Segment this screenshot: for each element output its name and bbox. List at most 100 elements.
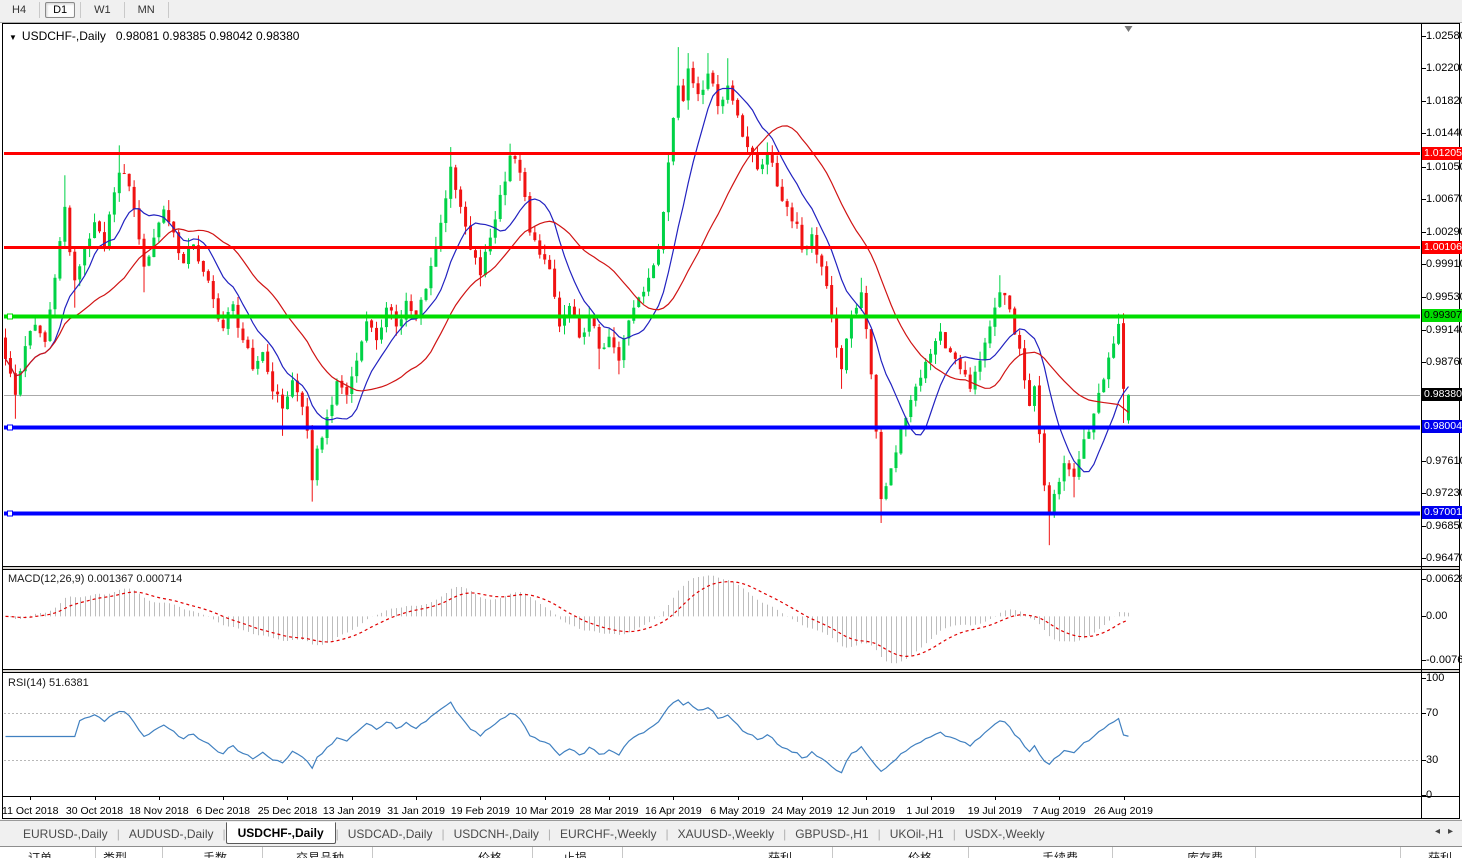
chart-window: ▼ USDCHF-,Daily 0.98081 0.98385 0.98042 0.… [0, 23, 1462, 819]
terminal-column-header[interactable]: 价格 [477, 851, 503, 858]
timeframe-button-mn[interactable]: MN [137, 4, 155, 16]
price-tick-label: 0.96470 [1426, 552, 1462, 564]
chart-canvas[interactable] [0, 23, 1462, 819]
price-tick-label: 1.00290 [1426, 225, 1462, 238]
rsi-axis-label: 70 [1426, 707, 1439, 720]
tab-separator: | [783, 826, 787, 841]
price-tick-label: 1.01820 [1426, 94, 1462, 107]
date-tick-label: 18 Nov 2018 [129, 805, 189, 817]
toolbar-separator [80, 2, 82, 18]
toolbar-separator [39, 2, 41, 18]
tab-separator: | [116, 826, 120, 841]
terminal-column-separator [832, 847, 833, 858]
chart-tab-eurchf-weekly[interactable]: EURCHF-,Weekly [560, 826, 657, 841]
terminal-column-separator [162, 847, 163, 858]
price-tick-label: 0.99530 [1426, 290, 1462, 303]
price-tick-label: 0.98760 [1426, 356, 1462, 369]
tab-scroll-left-icon[interactable]: ◂ [1434, 826, 1440, 837]
terminal-header-row: 订单 类型 手数 交易品种 价格 止损 获利 价格 手续费 库存费 获利 [0, 846, 1462, 858]
tab-separator: | [877, 826, 881, 841]
level-price-badge: 0.97001 [1422, 506, 1462, 520]
ohlc-values: 0.98081 0.98385 0.98042 0.98380 [115, 29, 300, 43]
chart-tab-usdx-weekly[interactable]: USDX-,Weekly [964, 826, 1045, 841]
chart-tab-usdcad-daily[interactable]: USDCAD-,Daily [347, 826, 433, 841]
macd-values: 0.001367 0.000714 [87, 573, 183, 585]
macd-axis-label: 0.00 [1426, 610, 1448, 623]
terminal-column-separator [262, 847, 263, 858]
chart-tab-eurusd-daily[interactable]: EURUSD-,Daily [23, 826, 108, 841]
macd-axis-label: -0.00762 [1426, 654, 1462, 666]
price-tick-label: 1.02580 [1426, 30, 1462, 42]
price-tick-label: 1.00670 [1426, 193, 1462, 206]
terminal-column-separator [372, 847, 373, 858]
date-tick-label: 19 Feb 2019 [450, 805, 510, 817]
chart-tab-bar: EURUSD-,Daily | AUDUSD-,Daily | USDCHF-,Dail… [0, 820, 1462, 846]
date-tick-label: 16 Apr 2019 [645, 805, 702, 817]
price-tick-label: 0.97610 [1426, 454, 1462, 467]
timeframe-button-w1[interactable]: W1 [94, 4, 111, 16]
chart-tab-xauusd-weekly[interactable]: XAUUSD-,Weekly [677, 826, 775, 841]
tab-separator: | [222, 826, 226, 841]
tab-separator: | [335, 826, 339, 841]
chart-tab-usdcnh-daily[interactable]: USDCNH-,Daily [453, 826, 539, 841]
macd-axis-label: 0.006286 [1426, 573, 1462, 585]
rsi-axis-label: 0 [1426, 789, 1433, 801]
terminal-column-header[interactable]: 交易品种 [295, 851, 345, 858]
price-tick-label: 0.97230 [1426, 487, 1462, 500]
date-tick-label: 26 Aug 2019 [1094, 805, 1154, 817]
price-tick-label: 0.96850 [1426, 519, 1462, 532]
level-price-badge: 0.99307 [1422, 309, 1462, 323]
tab-scroll-right-icon[interactable]: ▸ [1447, 826, 1453, 837]
terminal-column-header[interactable]: 手续费 [1041, 851, 1079, 858]
chart-tab-usdchf-daily[interactable]: USDCHF-,Daily [225, 822, 336, 844]
chart-tab-gbpusd-h1[interactable]: GBPUSD-,H1 [795, 826, 869, 841]
terminal-column-separator [1400, 847, 1401, 858]
date-tick-label: 24 May 2019 [771, 805, 833, 817]
terminal-column-header[interactable]: 订单 [27, 851, 53, 858]
terminal-column-header[interactable]: 手数 [202, 851, 228, 858]
terminal-column-header[interactable]: 获利 [767, 851, 793, 858]
date-tick-label: 6 May 2019 [710, 805, 766, 817]
terminal-column-header[interactable]: 获利 [1427, 851, 1453, 858]
tab-separator: | [952, 826, 956, 841]
terminal-column-separator [95, 847, 96, 858]
tab-separator: | [547, 826, 552, 841]
rsi-indicator-label: RSI(14) 51.6381 [8, 677, 89, 689]
terminal-column-separator [532, 847, 533, 858]
timeframe-toolbar: H4 D1 W1 MN [0, 0, 1462, 23]
price-tick-label: 1.01050 [1426, 160, 1462, 173]
rsi-axis-label: 30 [1426, 753, 1439, 766]
level-price-badge: 1.01205 [1422, 146, 1462, 160]
date-tick-label: 1 Jul 2019 [906, 805, 955, 817]
chart-title: ▼ USDCHF-,Daily 0.98081 0.98385 0.98042 0.… [9, 29, 299, 43]
terminal-column-header[interactable]: 价格 [907, 851, 933, 858]
macd-name: MACD(12,26,9) [8, 573, 85, 585]
date-tick-label: 28 Mar 2019 [579, 805, 639, 817]
toolbar-separator [123, 2, 125, 18]
chart-tab-audusd-daily[interactable]: AUDUSD-,Daily [128, 826, 214, 841]
date-tick-label: 10 Mar 2019 [515, 805, 575, 817]
date-tick-label: 7 Aug 2019 [1032, 805, 1086, 817]
timeframe-button-h4[interactable]: H4 [12, 4, 27, 16]
timeframe-button-d1[interactable]: D1 [45, 2, 76, 18]
terminal-column-separator [1255, 847, 1256, 858]
date-tick-label: 30 Oct 2018 [65, 805, 124, 817]
rsi-name: RSI(14) [8, 677, 46, 689]
collapse-triangle-icon[interactable]: ▼ [9, 33, 17, 42]
rsi-value: 51.6381 [48, 677, 89, 689]
date-tick-label: 19 Jul 2019 [967, 805, 1023, 817]
terminal-column-separator [1112, 847, 1113, 858]
date-tick-label: 12 Jun 2019 [837, 805, 896, 817]
date-tick-label: 11 Oct 2018 [2, 805, 59, 817]
toolbar-separator [167, 2, 169, 18]
terminal-column-header[interactable]: 止损 [562, 851, 588, 858]
date-tick-label: 13 Jan 2019 [322, 805, 381, 817]
level-price-badge: 1.00106 [1422, 240, 1462, 254]
price-tick-label: 1.01440 [1426, 127, 1462, 140]
terminal-column-separator [622, 847, 623, 858]
terminal-column-header[interactable]: 库存费 [1186, 851, 1224, 858]
terminal-column-header[interactable]: 类型 [102, 851, 128, 858]
symbol-period-label: USDCHF-,Daily [21, 29, 106, 43]
chart-tab-ukoil-h1[interactable]: UKOil-,H1 [889, 826, 944, 841]
